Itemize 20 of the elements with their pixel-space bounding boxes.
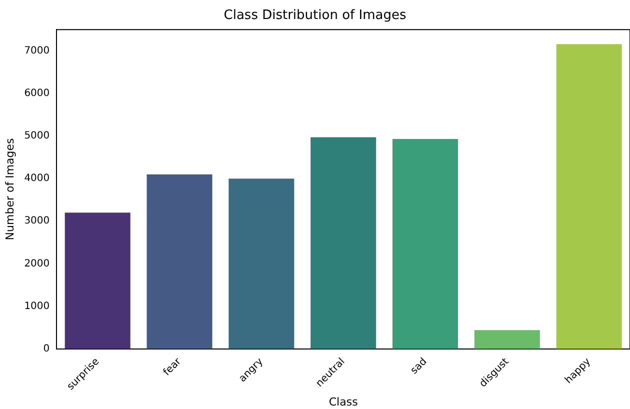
bar <box>556 44 622 349</box>
y-tick-label: 3000 <box>24 216 50 227</box>
bar <box>392 138 458 349</box>
bar <box>310 137 376 349</box>
y-tick-label: 7000 <box>24 45 50 56</box>
bar <box>146 174 212 349</box>
y-tick-label: 2000 <box>24 258 50 270</box>
y-tick-label: 5000 <box>24 130 50 142</box>
bar <box>64 212 130 349</box>
y-tick-label: 0 <box>43 343 50 354</box>
y-tick-label: 1000 <box>24 300 50 312</box>
bar <box>474 330 540 349</box>
x-tick-label: fear <box>162 356 184 378</box>
x-axis-title: Class <box>328 395 358 408</box>
x-tick-label: sad <box>408 356 430 377</box>
y-tick-label: 6000 <box>24 88 50 100</box>
bar <box>228 178 294 349</box>
y-tick-label: 4000 <box>24 173 50 184</box>
chart-title: Class Distribution of Images <box>224 8 406 24</box>
y-axis-title: Number of Images <box>3 138 16 240</box>
